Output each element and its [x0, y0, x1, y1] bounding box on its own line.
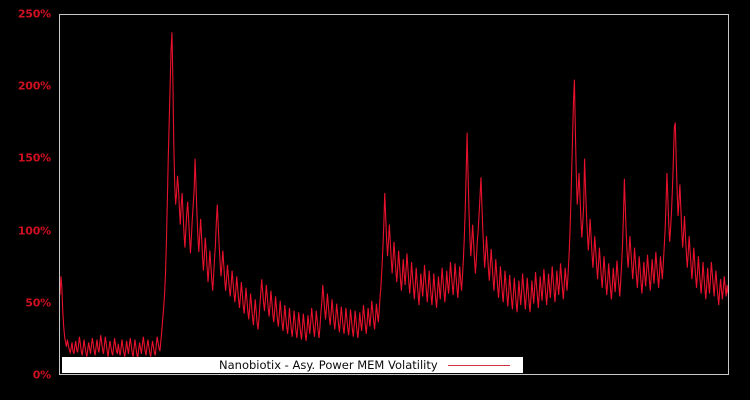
y-tick-label: 250%: [17, 7, 51, 21]
y-tick-label: 100%: [17, 224, 51, 238]
volatility-line-series: [60, 32, 728, 359]
y-axis: 250% 200% 150% 100% 50% 0%: [0, 0, 59, 400]
y-tick-label: 0%: [32, 368, 51, 382]
y-tick-label: 50%: [25, 296, 51, 310]
legend-line-sample-icon: [447, 364, 510, 366]
legend: Nanobiotix - Asy. Power MEM Volatility: [62, 357, 523, 373]
plot-area: [59, 14, 729, 375]
legend-label: Nanobiotix - Asy. Power MEM Volatility: [219, 358, 438, 372]
y-tick-label: 200%: [17, 79, 51, 93]
y-tick-label: 150%: [17, 151, 51, 165]
